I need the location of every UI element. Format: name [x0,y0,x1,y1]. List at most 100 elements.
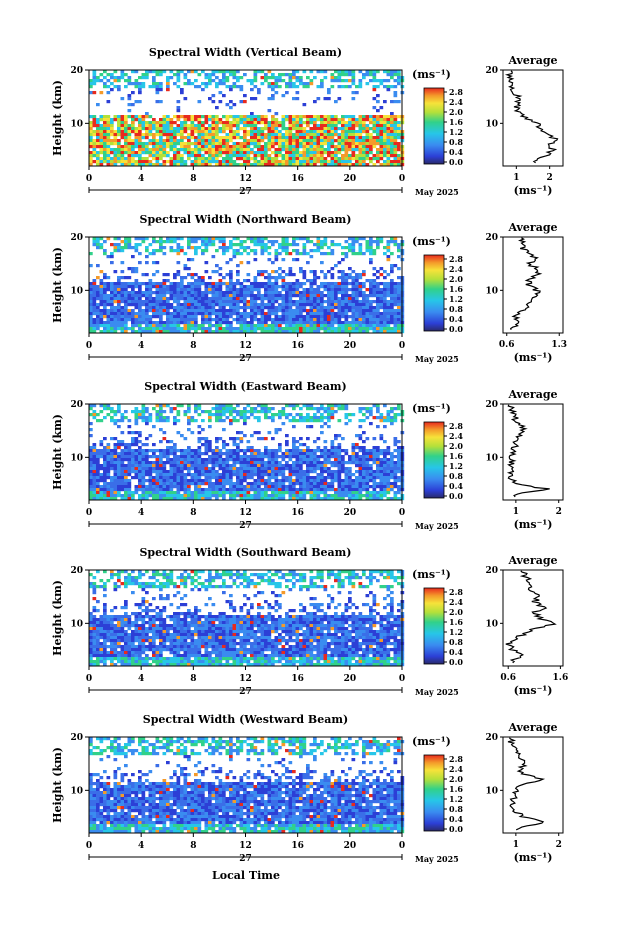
average-frame [502,403,564,501]
x-tick-label: 16 [291,174,304,184]
panel-title: Spectral Width (Eastward Beam) [144,380,346,393]
panel-4: Spectral Width (Southward Beam) 20 10 Heigh… [51,546,568,697]
y-tick-label: 20 [70,733,83,743]
x-tick-label: 4 [138,341,144,351]
average-title: Average [507,54,557,67]
average-frame [502,736,564,834]
heatmap-cells [89,237,405,334]
average-x-label: (ms⁻¹) [514,518,553,531]
x-tick-label: 4 [138,841,144,851]
colorbar-unit: (ms⁻¹) [412,402,451,415]
y-tick-label: 20 [70,233,83,243]
average-profile-line [504,70,559,164]
average-x-tick-label: 2 [547,173,553,183]
x-tick-label: 4 [138,674,144,684]
date-day-label: 27 [239,354,252,364]
average-profile-line [505,570,557,664]
average-x-tick-label: 1 [513,173,519,183]
y-tick-label: 10 [70,786,83,796]
average-profile-line [509,237,543,330]
x-tick-label: 12 [239,841,252,851]
colorbar-tick-label: 0.4 [449,147,463,157]
colorbar-unit: (ms⁻¹) [412,68,451,81]
y-tick-label: 20 [70,566,83,576]
average-x-tick-label: 1 [513,507,519,517]
x-tick-label: 16 [291,341,304,351]
colorbar-tick-label: 1.2 [449,461,463,471]
average-x-tick-label: 1 [513,840,519,850]
average-frame [502,236,564,334]
y-axis-label: Height (km) [51,747,64,823]
colorbar-tick-label: 1.6 [449,117,463,127]
colorbar-tick-label: 1.2 [449,627,463,637]
colorbar-tick-label: 2.8 [449,754,463,764]
heatmap-cells [89,404,405,501]
average-title: Average [507,388,557,401]
date-label: May 2025 [415,521,459,531]
colorbar-tick-label: 1.6 [449,784,463,794]
colorbar [423,87,445,165]
average-x-tick-label: 1.3 [551,340,567,350]
average-y-tick-label: 20 [485,66,498,76]
panel-5: Spectral Width (Westward Beam)2010Height… [51,713,564,864]
date-label: May 2025 [415,187,459,197]
x-tick-label: 0 [399,841,405,851]
average-x-label: (ms⁻¹) [514,851,553,864]
x-tick-label: 8 [190,841,196,851]
colorbar-tick-label: 0.8 [449,804,463,814]
x-tick-label: 20 [344,508,357,518]
panel-2: Spectral Width (Northward Beam) 20 10 Heigh… [51,213,567,364]
x-tick-label: 20 [344,341,357,351]
x-tick-label: 8 [190,508,196,518]
date-label: May 2025 [415,354,459,364]
x-tick-label: 4 [138,174,144,184]
y-tick-label: 10 [70,453,83,463]
panel-title: Spectral Width (Southward Beam) [139,546,351,559]
x-tick-label: 0 [399,341,405,351]
average-x-tick-label: 0.6 [500,673,516,683]
average-title: Average [507,221,557,234]
x-tick-label: 0 [86,841,92,851]
colorbar-unit: (ms⁻¹) [412,568,451,581]
panel-title: Spectral Width (Northward Beam) [140,213,352,226]
x-axis-label: Local Time [212,869,280,882]
colorbar-tick-label: 1.6 [449,451,463,461]
colorbar-tick-label: 1.2 [449,127,463,137]
colorbar-tick-label: 2.4 [449,264,463,274]
colorbar [423,754,445,832]
colorbar-tick-label: 2.4 [449,764,463,774]
y-tick-label: 10 [70,286,83,296]
colorbar-tick-label: 1.2 [449,794,463,804]
average-y-tick-label: 10 [485,119,498,129]
colorbar [423,254,445,332]
colorbar [423,587,445,665]
y-tick-label: 10 [70,619,83,629]
average-y-tick-label: 10 [485,619,498,629]
colorbar-tick-label: 0.8 [449,471,463,481]
colorbar-tick-label: 0.0 [449,824,463,834]
x-tick-label: 8 [190,674,196,684]
average-y-tick-label: 10 [485,453,498,463]
average-frame [502,69,564,167]
colorbar-tick-label: 0.0 [449,657,463,667]
average-y-tick-label: 10 [485,786,498,796]
panel-title: Spectral Width (Westward Beam) [143,713,348,726]
colorbar-tick-label: 2.0 [449,441,463,451]
x-tick-label: 4 [138,508,144,518]
panel-1: Spectral Width (Vertical Beam)2010Height… [51,46,564,197]
x-tick-label: 0 [399,174,405,184]
colorbar-tick-label: 0.0 [449,157,463,167]
y-axis-label: Height (km) [51,414,64,490]
x-tick-label: 16 [291,674,304,684]
colorbar [423,421,445,499]
colorbar-tick-label: 0.4 [449,314,463,324]
colorbar-tick-label: 0.8 [449,637,463,647]
date-day-label: 27 [239,854,252,864]
x-tick-label: 16 [291,841,304,851]
x-tick-label: 20 [344,674,357,684]
average-frame [502,569,564,667]
x-tick-label: 8 [190,174,196,184]
average-x-label: (ms⁻¹) [514,351,553,364]
average-y-tick-label: 20 [485,733,498,743]
